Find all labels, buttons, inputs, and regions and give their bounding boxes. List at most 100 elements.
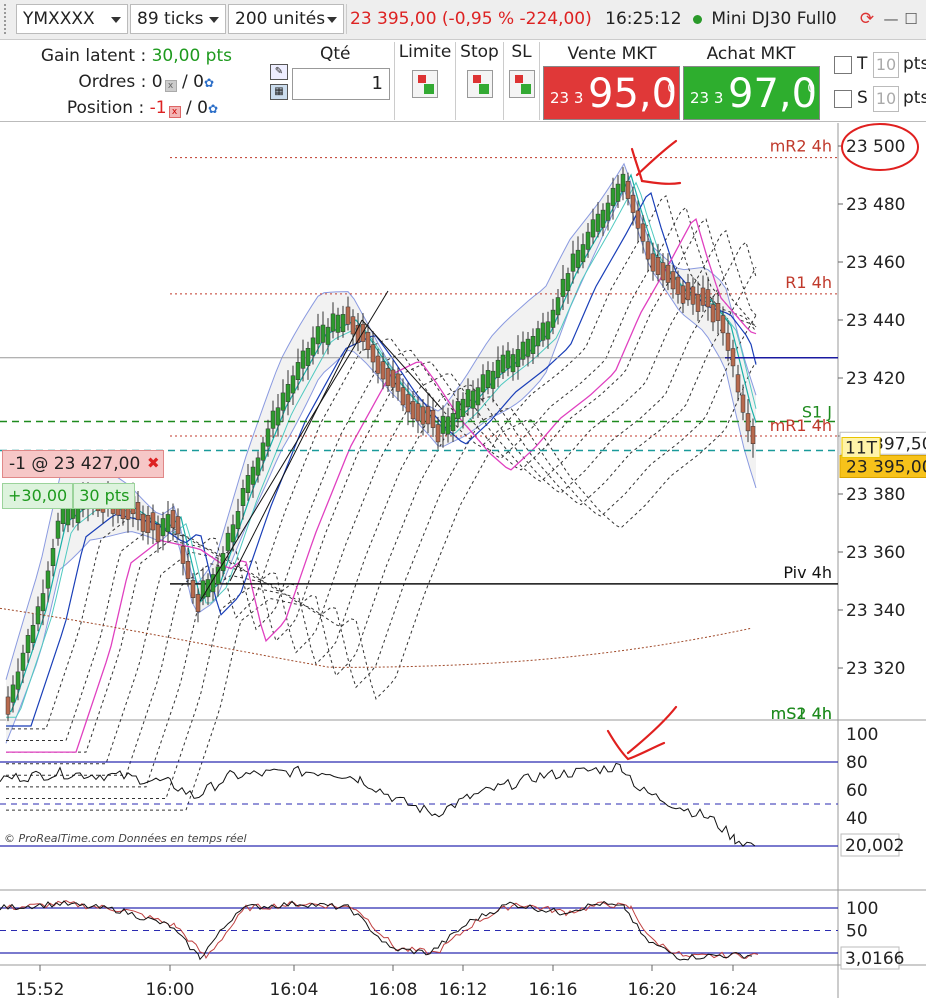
x-tick-label: 15:52 bbox=[16, 980, 65, 998]
position-tag-label: -1 @ 23 427,00 bbox=[9, 454, 141, 474]
bull-candle bbox=[600, 209, 606, 228]
bull-candle bbox=[235, 511, 241, 529]
bear-candle bbox=[170, 510, 176, 529]
bear-candle bbox=[660, 262, 666, 281]
position-value: -1 bbox=[149, 98, 167, 118]
y-tick-label: 23 360 bbox=[846, 543, 905, 563]
pnl-points: 30 pts bbox=[73, 483, 136, 509]
gain-latent-row: Gain latent : 30,00 pts bbox=[41, 46, 232, 66]
stop-checkbox[interactable] bbox=[834, 90, 852, 108]
gear-icon[interactable]: ✿ bbox=[203, 76, 214, 90]
bull-candle bbox=[15, 671, 21, 690]
bear-candle bbox=[735, 374, 741, 393]
bear-candle bbox=[720, 315, 726, 334]
bull-candle bbox=[455, 401, 461, 420]
bull-candle bbox=[50, 548, 56, 567]
target-label: T bbox=[857, 54, 868, 74]
toolbar-divider bbox=[346, 4, 347, 34]
annotation-arrow bbox=[606, 705, 678, 761]
bull-candle bbox=[340, 314, 346, 333]
level-label: mS1 4h bbox=[771, 704, 832, 723]
buy-market-button[interactable]: 23 3 97,0 0 bbox=[683, 66, 820, 120]
y-tick-label: 23 320 bbox=[846, 659, 905, 679]
cancel-orders-icon[interactable]: x bbox=[164, 80, 177, 92]
x-tick-label: 16:04 bbox=[270, 980, 319, 998]
limit-order-column[interactable]: Limite bbox=[394, 42, 456, 120]
minimize-button[interactable]: — bbox=[883, 10, 899, 28]
sl-order-icon[interactable] bbox=[508, 70, 535, 98]
bull-candle bbox=[480, 374, 486, 393]
bull-candle bbox=[315, 326, 321, 345]
osc1-tick-label: 80 bbox=[846, 753, 868, 773]
pnl-tag: +30,00 30 pts bbox=[2, 483, 136, 509]
bull-candle bbox=[560, 278, 566, 297]
bear-candle bbox=[685, 282, 691, 301]
bear-candle bbox=[750, 426, 756, 445]
price-change: 23 395,00 (-0,95 % -224,00) bbox=[350, 9, 592, 29]
market-name: Mini DJ30 Full0 bbox=[711, 9, 837, 29]
trend-line bbox=[199, 290, 389, 602]
bull-candle bbox=[465, 389, 471, 408]
ticks-dropdown[interactable]: 89 ticks bbox=[130, 4, 226, 34]
osc2-signal-line bbox=[5, 899, 759, 960]
bear-candle bbox=[715, 303, 721, 321]
x-tick-label: 16:08 bbox=[369, 980, 418, 998]
gear-icon[interactable]: ✿ bbox=[207, 102, 218, 116]
sl-label: SL bbox=[511, 42, 532, 62]
sell-market-button[interactable]: 23 3 95,0 0 bbox=[543, 66, 680, 120]
target-points-input[interactable]: 10 bbox=[873, 52, 899, 78]
bear-candle bbox=[670, 271, 676, 290]
x-tick-label: 16:12 bbox=[439, 980, 488, 998]
keypad-icon[interactable]: ▦ bbox=[270, 84, 288, 100]
stop-order-column[interactable]: Stop bbox=[456, 42, 504, 120]
bull-candle bbox=[610, 187, 616, 206]
data-source-note: © ProRealTime.com Données en temps réel bbox=[4, 832, 247, 845]
moving-average-dashed bbox=[6, 361, 757, 811]
chevron-down-icon bbox=[209, 17, 219, 23]
target-checkbox[interactable] bbox=[834, 56, 852, 74]
bull-candle bbox=[535, 328, 541, 347]
sl-order-column[interactable]: SL bbox=[504, 42, 540, 120]
stop-points-input[interactable]: 10 bbox=[873, 86, 899, 112]
quantity-input[interactable]: 1 bbox=[292, 68, 390, 100]
bear-candle bbox=[345, 306, 351, 325]
qty-label: Qté bbox=[320, 44, 351, 64]
sell-market-label: Vente MKT bbox=[567, 44, 657, 64]
units-dropdown[interactable]: 200 unités bbox=[228, 4, 344, 34]
bear-candle bbox=[350, 316, 356, 335]
bear-candle bbox=[375, 355, 381, 374]
wrench-icon[interactable]: ✎ bbox=[270, 64, 288, 80]
top-toolbar: YMXXXX 89 ticks 200 unités 23 395,00 (-0… bbox=[0, 0, 926, 40]
close-position-icon[interactable]: x bbox=[168, 106, 181, 118]
bull-candle bbox=[440, 415, 446, 434]
bear-candle bbox=[400, 387, 406, 406]
position-tag[interactable]: -1 @ 23 427,00 ✖ bbox=[2, 450, 164, 478]
maximize-button[interactable]: ☐ bbox=[904, 10, 918, 28]
instrument-dropdown[interactable]: YMXXXX bbox=[16, 4, 128, 34]
osc1-tick-label: 100 bbox=[846, 725, 878, 745]
chevron-down-icon bbox=[327, 17, 337, 23]
bull-candle bbox=[265, 428, 271, 447]
bull-candle bbox=[160, 518, 166, 537]
trend-line bbox=[361, 319, 441, 408]
tick-counter-label: 11T bbox=[845, 439, 878, 459]
bull-candle bbox=[260, 442, 266, 461]
bull-candle bbox=[510, 354, 516, 373]
bull-candle bbox=[285, 384, 291, 402]
limit-order-icon[interactable] bbox=[412, 70, 438, 98]
current-price-tag-label: 23 395,00 bbox=[846, 458, 926, 478]
close-icon[interactable]: ✖ bbox=[147, 454, 160, 472]
bear-candle bbox=[420, 406, 426, 425]
toolbar-grip[interactable] bbox=[4, 4, 14, 34]
bull-candle bbox=[240, 488, 246, 506]
bear-candle bbox=[690, 286, 696, 305]
refresh-icon[interactable]: ⟳ bbox=[859, 9, 875, 29]
bull-candle bbox=[280, 392, 286, 411]
stop-order-icon[interactable] bbox=[466, 70, 493, 98]
bull-candle bbox=[45, 570, 51, 589]
chevron-down-icon bbox=[111, 17, 121, 23]
bear-candle bbox=[380, 361, 386, 380]
bear-candle bbox=[140, 513, 146, 532]
